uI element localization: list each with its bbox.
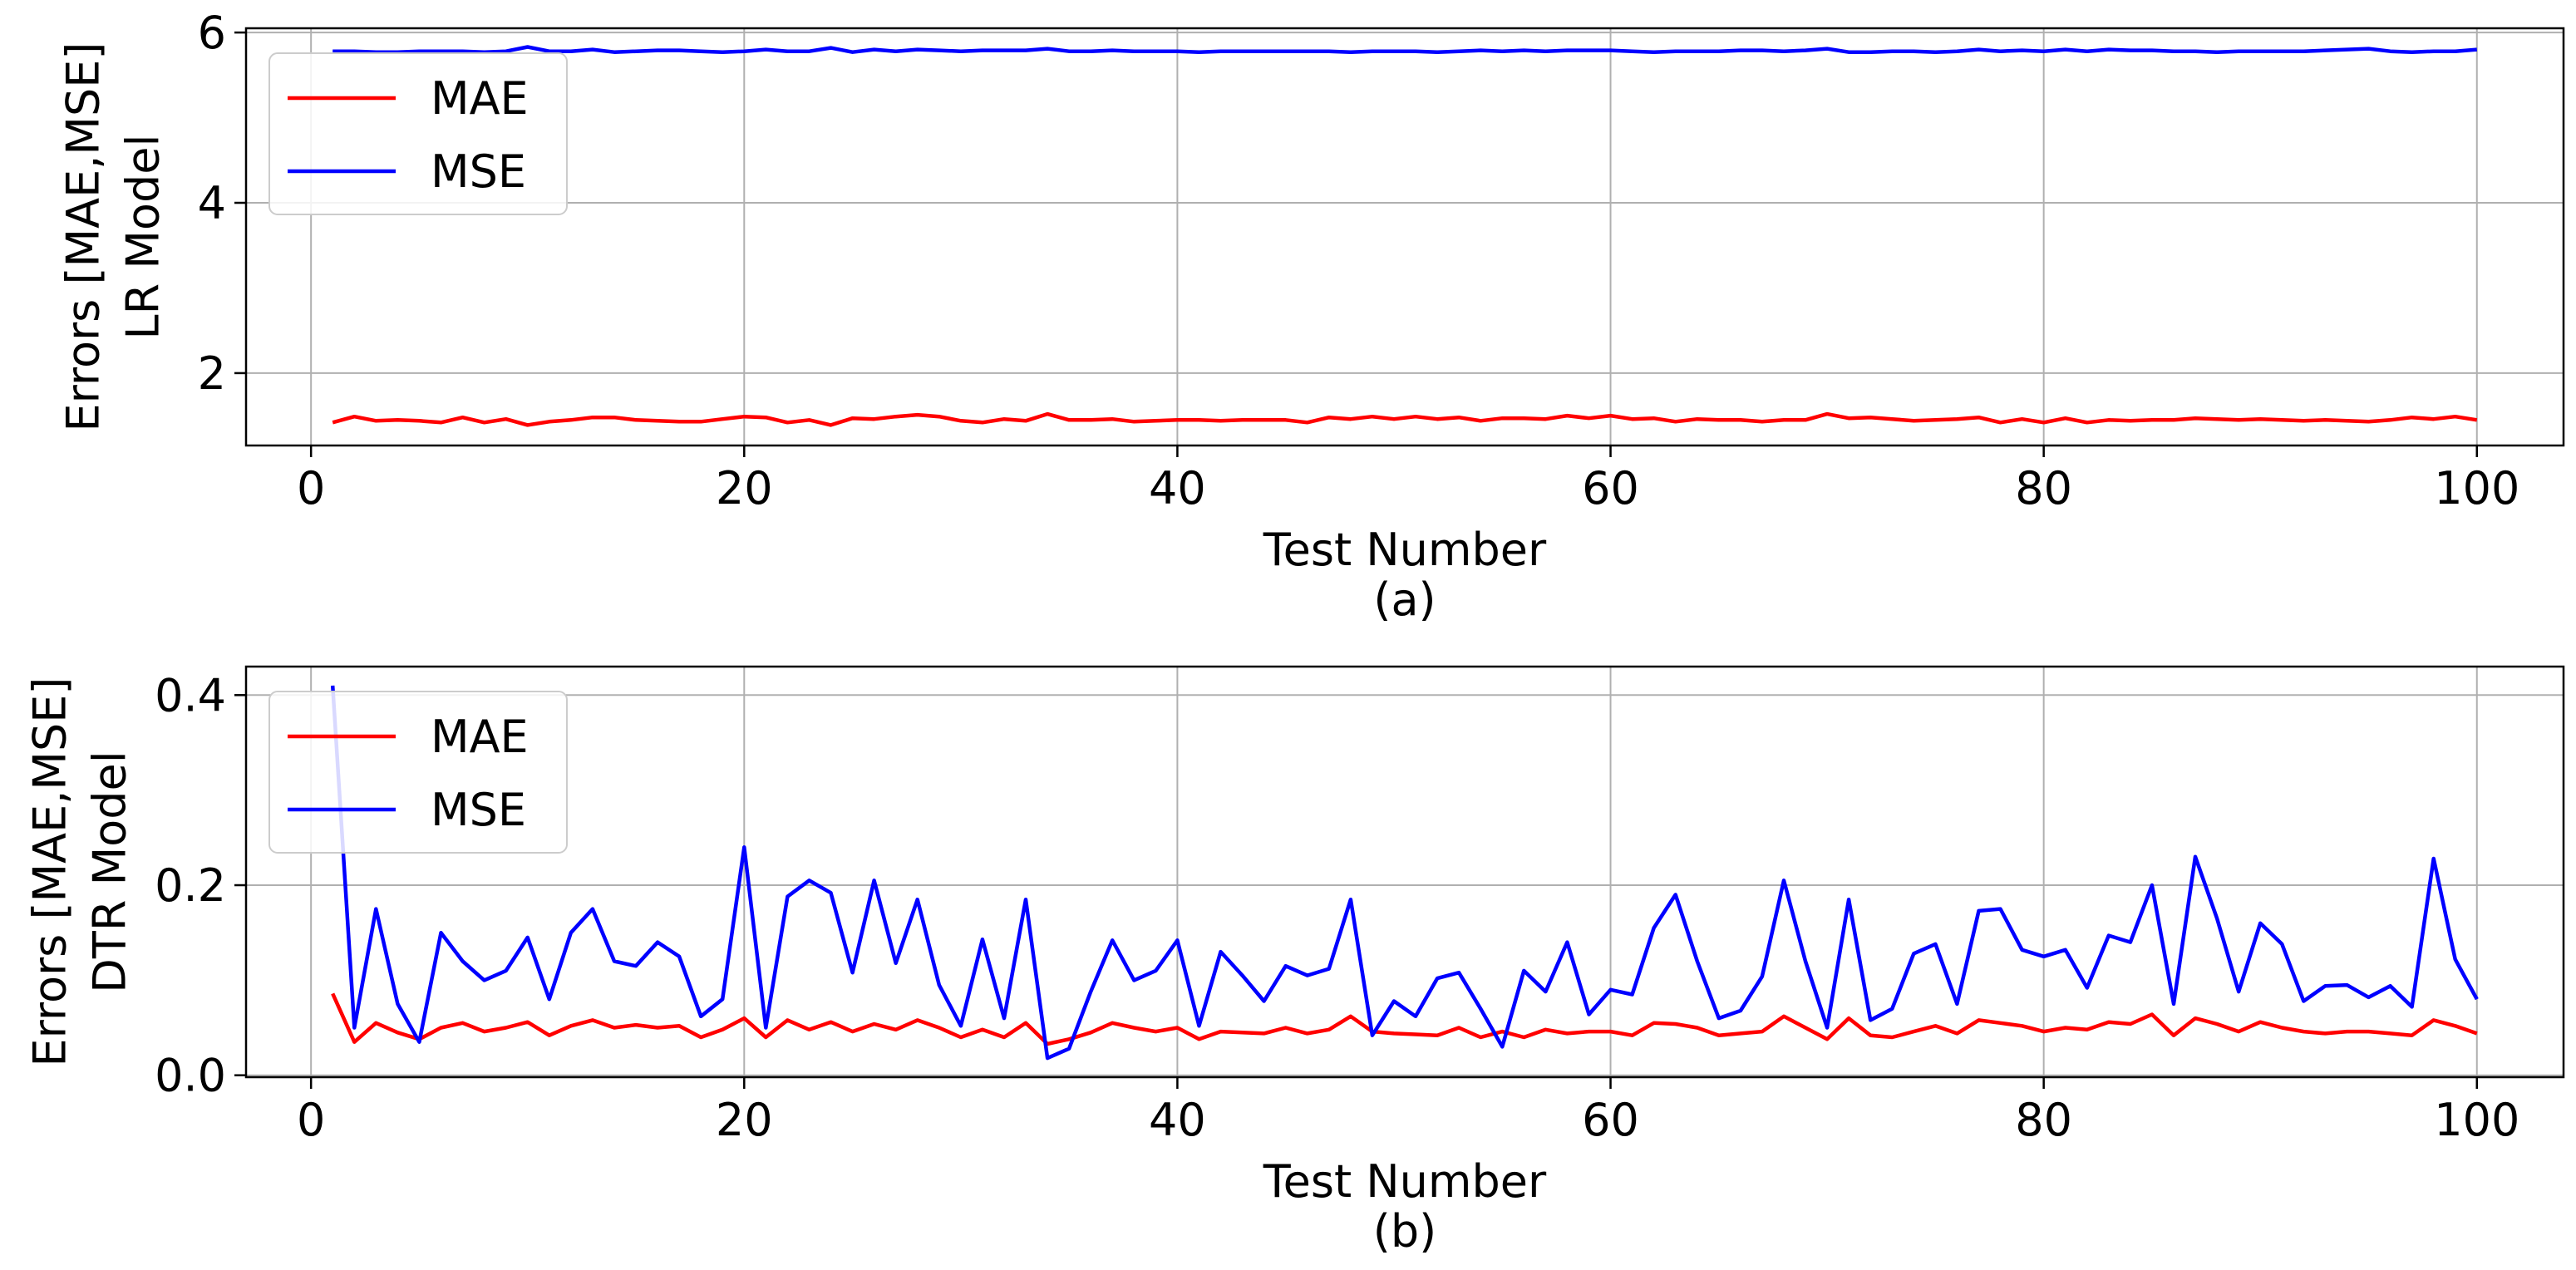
panel-caption: (a) — [1373, 573, 1436, 626]
axes-frame — [244, 27, 2565, 447]
x-tick-label: 40 — [1149, 1094, 1206, 1146]
y-tick-label: 6 — [198, 7, 226, 59]
x-tick-label: 60 — [1582, 462, 1639, 514]
legend-label-mae: MAE — [431, 72, 529, 125]
x-tick-label: 0 — [297, 1094, 325, 1146]
y-tick-label: 0.2 — [155, 859, 226, 912]
legend-label-mse: MSE — [431, 784, 526, 836]
chart-panel-b: 0 20 40 60 80 100 0.0 0.2 0.4 Test Number(b) Error… — [24, 665, 2565, 1258]
legend-label-mse: MSE — [431, 145, 526, 198]
x-axis-title: Test Number — [1263, 1155, 1547, 1208]
x-tick-label: 80 — [2015, 462, 2072, 514]
x-tick-label: 100 — [2434, 462, 2519, 514]
series-line-mse — [330, 685, 2479, 1061]
axes-frame — [244, 665, 2565, 1079]
x-tick-label: 20 — [716, 1094, 773, 1146]
legend: MAE MSE — [268, 52, 568, 215]
y-tick-label: 2 — [198, 347, 226, 400]
y-tick-label: 0.0 — [155, 1050, 226, 1102]
legend: MAE MSE — [268, 691, 568, 854]
x-tick-label: 60 — [1582, 1094, 1639, 1146]
x-tick-label: 80 — [2015, 1094, 2072, 1146]
y-tick-label: 4 — [198, 177, 226, 229]
series-line-mae — [331, 992, 2478, 1046]
x-tick-label: 100 — [2434, 1094, 2519, 1146]
x-tick-label: 0 — [297, 462, 325, 514]
x-tick-label: 40 — [1149, 462, 1206, 514]
series-line-mse — [332, 45, 2477, 54]
legend-label-mae: MAE — [431, 711, 529, 763]
legend-box — [268, 691, 568, 854]
panel-caption: (b) — [1373, 1205, 1436, 1258]
chart-panel-a: 0 20 40 60 80 100 2 4 6 Test Number(a) Errors [MAE… — [57, 7, 2565, 626]
series-line-mae — [332, 411, 2478, 427]
y-axis-title-line: Errors [MAE,MSE] — [57, 42, 110, 432]
y-axis-title-line: DTR Model — [84, 751, 136, 992]
y-tick-label: 0.4 — [155, 669, 226, 721]
x-axis-title: Test Number — [1263, 524, 1547, 576]
y-axis-title-line: LR Model — [117, 135, 170, 340]
plot-area — [246, 667, 2564, 1077]
x-tick-label: 20 — [716, 462, 773, 514]
legend-box — [268, 52, 568, 215]
plot-area — [246, 28, 2564, 445]
y-axis-title-line: Errors [MAE,MSE] — [24, 677, 76, 1067]
